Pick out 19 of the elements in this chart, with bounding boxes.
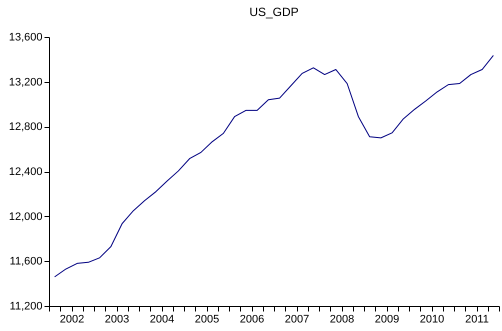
x-tick-label: 2010 [420,314,444,326]
line-series [54,54,494,278]
x-tick-label: 2008 [330,314,354,326]
y-tick-label: 12,400 [8,166,42,178]
x-tick-label: 2002 [60,314,84,326]
x-tick-label: 2004 [150,314,174,326]
chart-title: US_GDP [249,5,299,19]
x-tick-label: 2009 [374,314,400,326]
y-tick-label: 11,200 [10,300,42,312]
x-tick-label: 2011 [465,314,489,326]
y-tick-label: 13,600 [8,32,42,44]
y-tick-label: 13,200 [8,76,42,88]
x-tick-label: 2006 [240,314,264,326]
x-tick-label: 2003 [104,314,130,326]
x-tick-label: 2007 [284,314,310,326]
y-tick-label: 12,000 [8,210,42,223]
x-tick-label: 2005 [194,314,220,326]
y-tick-label: 12,800 [8,121,42,134]
y-tick-label: 11,600 [10,256,42,268]
